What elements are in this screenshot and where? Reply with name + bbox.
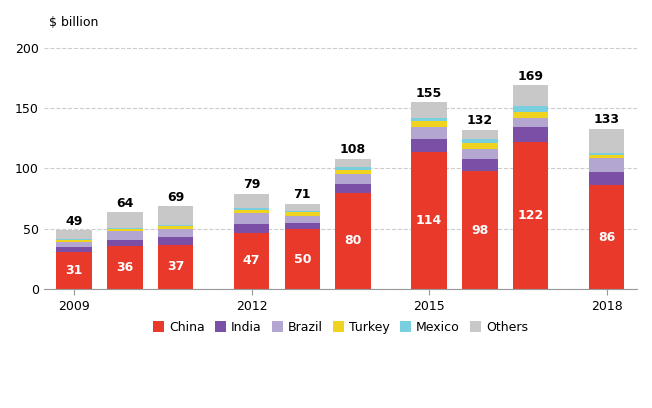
Bar xyxy=(411,121,447,127)
Bar xyxy=(335,167,371,170)
Bar xyxy=(284,212,320,215)
Text: 71: 71 xyxy=(293,188,311,201)
Bar xyxy=(158,225,194,226)
Legend: China, India, Brazil, Turkey, Mexico, Others: China, India, Brazil, Turkey, Mexico, Ot… xyxy=(147,316,533,339)
Bar xyxy=(462,130,497,140)
Bar xyxy=(57,252,92,289)
Bar xyxy=(107,231,143,240)
Text: 80: 80 xyxy=(344,235,362,248)
Text: 64: 64 xyxy=(116,197,134,210)
Text: 122: 122 xyxy=(518,209,544,222)
Text: 36: 36 xyxy=(116,261,134,274)
Text: 69: 69 xyxy=(167,191,185,204)
Bar xyxy=(411,140,447,151)
Bar xyxy=(107,240,143,246)
Text: 31: 31 xyxy=(65,264,83,277)
Text: 79: 79 xyxy=(243,178,260,191)
Bar xyxy=(589,185,625,289)
Text: $ billion: $ billion xyxy=(49,16,98,29)
Bar xyxy=(234,233,269,289)
Bar xyxy=(335,193,371,289)
Bar xyxy=(158,206,194,225)
Bar xyxy=(589,172,625,185)
Bar xyxy=(512,118,548,127)
Bar xyxy=(462,143,497,149)
Bar xyxy=(462,149,497,159)
Text: 86: 86 xyxy=(598,231,615,244)
Bar xyxy=(462,159,497,171)
Text: 169: 169 xyxy=(518,70,544,83)
Bar xyxy=(335,170,371,175)
Bar xyxy=(107,229,143,231)
Bar xyxy=(335,184,371,193)
Bar xyxy=(411,127,447,140)
Bar xyxy=(57,240,92,242)
Bar xyxy=(411,151,447,289)
Bar xyxy=(512,127,548,142)
Bar xyxy=(57,247,92,252)
Bar xyxy=(234,224,269,233)
Bar xyxy=(512,112,548,118)
Bar xyxy=(107,212,143,228)
Text: 133: 133 xyxy=(593,113,619,126)
Text: 114: 114 xyxy=(416,214,442,227)
Bar xyxy=(107,246,143,289)
Text: 50: 50 xyxy=(293,253,311,266)
Bar xyxy=(589,155,625,157)
Bar xyxy=(284,204,320,211)
Bar xyxy=(462,171,497,289)
Bar xyxy=(284,211,320,212)
Text: 98: 98 xyxy=(471,224,488,237)
Bar xyxy=(158,229,194,237)
Bar xyxy=(512,142,548,289)
Bar xyxy=(158,245,194,289)
Bar xyxy=(158,237,194,245)
Bar xyxy=(234,208,269,210)
Bar xyxy=(512,106,548,112)
Bar xyxy=(284,229,320,289)
Bar xyxy=(411,102,447,118)
Bar xyxy=(234,210,269,213)
Bar xyxy=(234,194,269,208)
Bar xyxy=(107,228,143,229)
Bar xyxy=(462,140,497,143)
Bar xyxy=(234,213,269,224)
Text: 132: 132 xyxy=(467,114,493,127)
Bar xyxy=(335,175,371,184)
Text: 37: 37 xyxy=(167,260,185,273)
Bar xyxy=(589,153,625,155)
Bar xyxy=(57,242,92,247)
Bar xyxy=(57,230,92,239)
Bar xyxy=(57,239,92,240)
Text: 108: 108 xyxy=(340,143,366,156)
Text: 155: 155 xyxy=(416,86,442,100)
Bar xyxy=(589,129,625,153)
Bar xyxy=(335,159,371,167)
Bar xyxy=(589,157,625,172)
Text: 49: 49 xyxy=(65,215,83,228)
Bar xyxy=(284,223,320,229)
Bar xyxy=(411,118,447,121)
Bar xyxy=(512,85,548,106)
Bar xyxy=(284,215,320,223)
Text: 47: 47 xyxy=(243,255,260,267)
Bar xyxy=(158,226,194,229)
